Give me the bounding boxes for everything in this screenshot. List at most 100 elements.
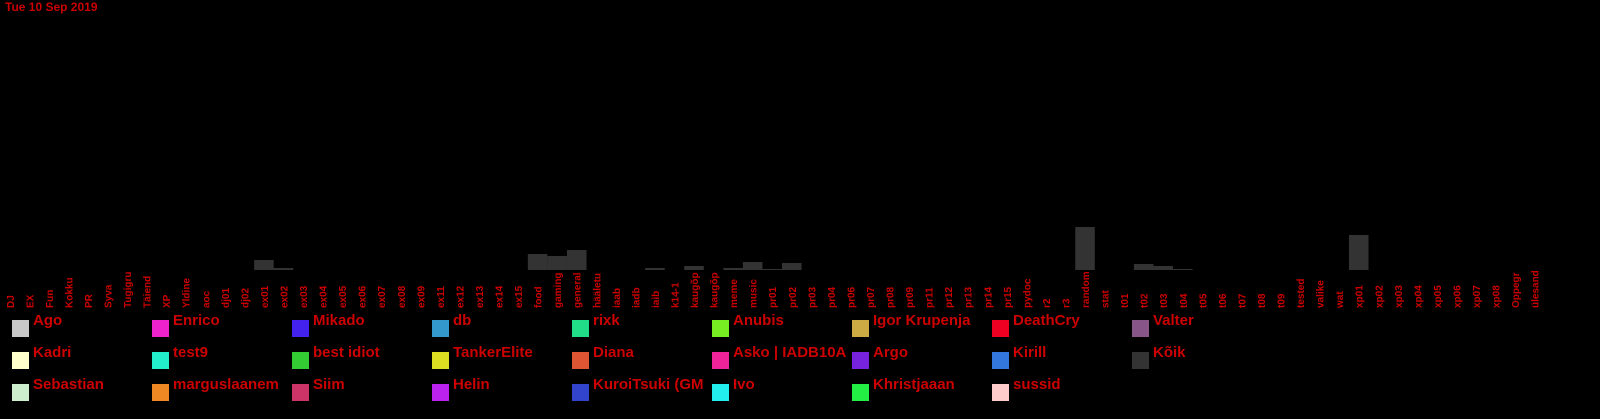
x-tick-label: valike [1316, 280, 1327, 308]
legend-swatch [852, 384, 869, 401]
chart-date-label: Tue 10 Sep 2019 [5, 0, 98, 14]
x-tick-label: xp03 [1394, 285, 1405, 308]
x-tick-label: pr09 [905, 286, 916, 308]
legend-label: Enrico [173, 312, 220, 329]
bar-chart: DJ EX Fun Kokku PR Syva Tugigru Täiend XP Yldine a… [6, 227, 1542, 309]
legend-swatch [432, 352, 449, 369]
legend-label: Ago [33, 312, 63, 329]
legend-label: db [453, 312, 472, 329]
legend-swatch [712, 320, 729, 337]
x-tick-label: Syva [104, 284, 115, 308]
bar-37 [723, 268, 743, 270]
bar-27 [527, 254, 548, 270]
legend-swatch [712, 352, 729, 369]
legend-label: Asko | IADB10A [733, 344, 847, 361]
x-tick-label: DJ [6, 295, 17, 308]
x-tick-label: ex11 [436, 286, 447, 308]
x-tick-label: ex03 [299, 285, 310, 308]
x-tick-label: EX [25, 294, 36, 308]
x-tick-label: food [534, 286, 545, 308]
x-tick-label: pr14 [983, 286, 994, 308]
legend-swatch [572, 352, 589, 369]
x-tick-label: r2 [1042, 298, 1053, 308]
x-tick-label: Oppegr [1511, 272, 1522, 308]
x-tick-label: ex06 [358, 285, 369, 308]
x-tick-label: pr13 [964, 286, 975, 308]
x-tick-label: iaib [651, 291, 662, 308]
x-tick-label: stat [1101, 290, 1112, 308]
x-tick-label: k14-1 [670, 282, 681, 308]
x-tick-label: ex12 [455, 285, 466, 308]
x-tick-label: pr12 [944, 286, 955, 308]
x-tick-label: xp01 [1355, 285, 1366, 308]
x-tick-label: ex05 [338, 285, 349, 308]
bar-29 [566, 250, 587, 270]
x-tick-label: wat [1335, 291, 1346, 309]
bar-40 [782, 263, 802, 270]
legend-swatch [152, 320, 169, 337]
legend-swatch [12, 384, 29, 401]
x-tick-label: t05 [1198, 293, 1209, 308]
x-tick-label: xp06 [1452, 285, 1463, 308]
legend-label: Siim [313, 376, 345, 393]
x-tick-label: ülesand [1531, 270, 1542, 308]
x-tick-label: meme [729, 279, 740, 308]
x-tick-label: hääletu [592, 273, 603, 308]
x-tick-label: gaming [553, 272, 564, 308]
legend-label: Valter [1153, 312, 1194, 329]
x-tick-label: r3 [1061, 298, 1072, 308]
x-tick-label: pr03 [807, 286, 818, 308]
x-tick-label: t02 [1140, 293, 1151, 308]
x-tick-label: pr07 [866, 286, 877, 308]
bar-28 [547, 256, 567, 270]
legend-label: Helin [453, 376, 490, 393]
legend-swatch [572, 384, 589, 401]
legend-swatch [12, 352, 29, 369]
legend-swatch [1132, 352, 1149, 369]
x-tick-label: music [749, 279, 760, 308]
legend-swatch [292, 320, 309, 337]
x-tick-label: ex04 [319, 285, 330, 308]
legend-label: Argo [873, 344, 908, 361]
legend-swatch [292, 384, 309, 401]
bar-59 [1153, 266, 1173, 270]
legend-swatch [12, 320, 29, 337]
chart-bars [254, 227, 1369, 270]
x-tick-label: ex14 [495, 285, 506, 308]
bar-60 [1173, 269, 1193, 270]
x-tick-label: xp04 [1413, 285, 1424, 308]
x-tick-label: dj01 [221, 288, 232, 308]
x-tick-label: kaugõp [710, 272, 721, 308]
legend-label: Ivo [733, 376, 755, 393]
x-tick-label: aoc [201, 290, 212, 308]
x-tick-label: xp02 [1374, 285, 1385, 308]
legend-label: rixk [593, 312, 620, 329]
legend-swatch [852, 352, 869, 369]
x-tick-label: t08 [1257, 293, 1268, 308]
x-tick-label: random [1081, 271, 1092, 308]
legend-swatch [572, 320, 589, 337]
x-tick-label: Tugigru [123, 272, 134, 308]
x-tick-label: kaugõp [690, 272, 701, 308]
legend-label: Sebastian [33, 376, 104, 393]
x-tick-label: Kokku [64, 277, 75, 308]
legend-label: KuroiTsuki (GM [593, 376, 704, 393]
x-tick-label: t07 [1237, 293, 1248, 308]
bar-58 [1133, 264, 1154, 270]
x-tick-label: Fun [45, 290, 56, 308]
x-tick-label: xp08 [1492, 285, 1503, 308]
x-tick-label: ex15 [514, 285, 525, 308]
x-tick-label: t03 [1159, 293, 1170, 308]
bar-33 [645, 268, 665, 270]
x-tick-label: ex13 [475, 285, 486, 308]
x-tick-label: general [573, 272, 584, 308]
x-tick-label: XP [162, 294, 173, 308]
x-tick-label: ex02 [279, 285, 290, 308]
chart-legend: Ago Enrico Mikado db rixk Anubis Igor Krupenja… [12, 312, 1592, 416]
legend-label: sussid [1013, 376, 1061, 393]
x-tick-label: PR [84, 293, 95, 308]
legend-label: best idiot [313, 344, 380, 361]
x-tick-label: iaab [612, 288, 623, 308]
x-tick-label: pr11 [925, 287, 936, 308]
x-tick-label: xp05 [1433, 285, 1444, 308]
